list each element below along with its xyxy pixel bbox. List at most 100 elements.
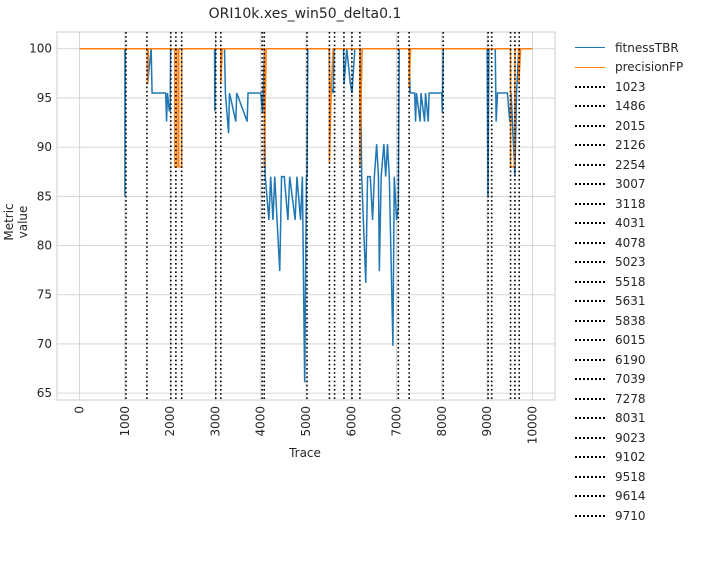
legend-label: 4031: [615, 216, 646, 231]
legend-swatch: [575, 222, 605, 225]
legend-swatch: [575, 66, 605, 68]
y-tick-label: 90: [37, 140, 52, 154]
legend-swatch: [575, 85, 605, 88]
y-axis-label: Metric value: [2, 203, 30, 241]
legend-swatch: [575, 183, 605, 186]
legend-item: 2126: [575, 136, 683, 156]
chart-title: ORI10k.xes_win50_delta0.1: [208, 6, 402, 22]
legend-item: 6015: [575, 331, 683, 351]
x-tick-label: 6000: [344, 406, 358, 437]
legend-label: 3118: [615, 196, 646, 211]
legend-label: 7039: [615, 372, 646, 387]
x-axis-label: Trace: [289, 446, 321, 460]
x-tick-label: 0: [73, 406, 87, 414]
y-tick-label: 85: [37, 189, 52, 203]
legend-item: 3118: [575, 194, 683, 214]
legend-label: 9614: [615, 489, 646, 504]
legend-swatch: [575, 124, 605, 127]
legend-swatch: [575, 202, 605, 205]
legend-swatch: [575, 319, 605, 322]
legend-swatch: [575, 144, 605, 147]
legend-item: 8031: [575, 409, 683, 429]
legend-item: 5023: [575, 253, 683, 273]
legend-label: precisionFP: [615, 60, 684, 75]
legend-item: 4031: [575, 214, 683, 234]
legend-label: 6015: [615, 333, 646, 348]
legend-swatch: [575, 514, 605, 517]
y-tick-label: 70: [37, 337, 52, 351]
legend-label: 9518: [615, 469, 646, 484]
legend-swatch: [575, 358, 605, 361]
legend-item: 1486: [575, 97, 683, 117]
y-tick-label: 95: [37, 91, 52, 105]
legend-item: 4078: [575, 233, 683, 253]
x-tick-label: 7000: [390, 406, 404, 437]
legend-item: 2254: [575, 155, 683, 175]
legend-label: 5023: [615, 255, 646, 270]
legend-swatch: [575, 475, 605, 478]
legend-swatch: [575, 417, 605, 420]
legend-label: 1486: [615, 99, 646, 114]
legend: fitnessTBR precisionFP 1023 1486 2015 2126 225…: [575, 38, 683, 526]
legend-swatch: [575, 378, 605, 381]
legend-item: 7039: [575, 370, 683, 390]
legend-item: 9518: [575, 467, 683, 487]
legend-item: fitnessTBR: [575, 38, 683, 58]
legend-swatch: [575, 163, 605, 166]
y-tick-label: 65: [37, 386, 52, 400]
legend-swatch: [575, 47, 605, 49]
legend-swatch: [575, 300, 605, 303]
legend-label: 1023: [615, 79, 646, 94]
legend-label: 9102: [615, 450, 646, 465]
x-tick-label: 5000: [299, 406, 313, 437]
legend-item: 3007: [575, 175, 683, 195]
x-tick-label: 4000: [254, 406, 268, 437]
x-tick-label: 1000: [118, 406, 132, 437]
legend-label: 9023: [615, 430, 646, 445]
legend-label: 3007: [615, 177, 646, 192]
legend-item: 5631: [575, 292, 683, 312]
legend-label: fitnessTBR: [615, 40, 679, 55]
legend-label: 6190: [615, 352, 646, 367]
legend-item: 9710: [575, 506, 683, 526]
x-tick-label: 9000: [480, 406, 494, 437]
legend-item: 5518: [575, 272, 683, 292]
legend-item: 6190: [575, 350, 683, 370]
legend-swatch: [575, 280, 605, 283]
y-tick-label: 100: [29, 42, 52, 56]
y-tick-label: 75: [37, 288, 52, 302]
x-tick-label: 8000: [435, 406, 449, 437]
legend-item: 9614: [575, 487, 683, 507]
legend-item: 5838: [575, 311, 683, 331]
legend-label: 8031: [615, 411, 646, 426]
legend-item: 1023: [575, 77, 683, 97]
legend-swatch: [575, 339, 605, 342]
y-tick-label: 80: [37, 239, 52, 253]
legend-swatch: [575, 105, 605, 108]
legend-swatch: [575, 397, 605, 400]
x-tick-label: 3000: [208, 406, 222, 437]
legend-label: 5518: [615, 274, 646, 289]
x-tick-label: 10000: [525, 406, 539, 444]
x-tick-label: 2000: [163, 406, 177, 437]
legend-swatch: [575, 495, 605, 498]
legend-item: 9102: [575, 448, 683, 468]
plot-frame: [56, 31, 556, 401]
legend-swatch: [575, 241, 605, 244]
legend-label: 2015: [615, 118, 646, 133]
legend-item: 7278: [575, 389, 683, 409]
legend-label: 2126: [615, 138, 646, 153]
legend-item: 2015: [575, 116, 683, 136]
legend-label: 4078: [615, 235, 646, 250]
legend-swatch: [575, 261, 605, 264]
legend-item: precisionFP: [575, 58, 683, 78]
legend-swatch: [575, 436, 605, 439]
legend-label: 9710: [615, 508, 646, 523]
legend-label: 2254: [615, 157, 646, 172]
legend-label: 7278: [615, 391, 646, 406]
legend-label: 5838: [615, 313, 646, 328]
legend-label: 5631: [615, 294, 646, 309]
legend-item: 9023: [575, 428, 683, 448]
